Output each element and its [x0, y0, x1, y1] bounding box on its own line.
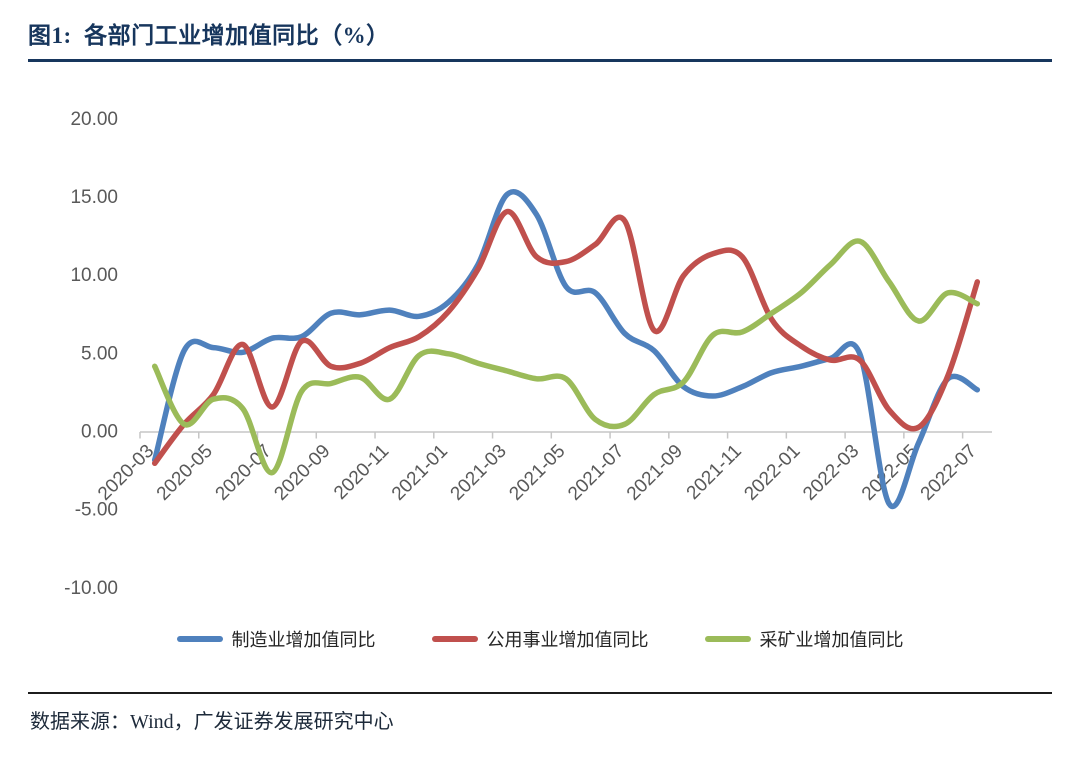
x-axis-tick-label: 2021-05 [505, 441, 569, 505]
x-axis-tick-label: 2022-01 [740, 441, 804, 505]
data-source-note: 数据来源：Wind，广发证券发展研究中心 [30, 711, 394, 733]
y-axis-tick-label: 5.00 [81, 343, 118, 364]
line-chart: 20.00 15.00 10.00 5.00 0.00 -5.00 -10.00 2020-0… [64, 109, 992, 599]
y-axis-tick-label: 15.00 [70, 187, 118, 208]
x-axis-tick-label: 2022-05 [858, 441, 922, 505]
x-axis-tick-label: 2021-09 [623, 441, 687, 505]
x-axis-labels: 2020-032020-052020-072020-092020-112021-… [94, 441, 981, 505]
chart-legend: 制造业增加值同比 公用事业增加值同比 采矿业增加值同比 [0, 626, 1080, 652]
x-axis-tick-label: 2022-07 [917, 441, 981, 505]
figure-header: 图1: 各部门工业增加值同比（%） [28, 16, 1052, 62]
legend-item-utilities: 公用事业增加值同比 [431, 626, 649, 652]
legend-swatch-manufacturing [176, 636, 223, 642]
legend-label-utilities: 公用事业增加值同比 [486, 630, 649, 650]
y-axis-labels: 20.00 15.00 10.00 5.00 0.00 -5.00 -10.00 [64, 109, 118, 599]
legend-item-mining: 采矿业增加值同比 [704, 626, 904, 652]
legend-label-manufacturing: 制造业增加值同比 [231, 630, 376, 650]
legend-label-mining: 采矿业增加值同比 [759, 630, 904, 650]
x-axis-tick-label: 2021-01 [388, 441, 452, 505]
x-axis-tick-label: 2022-03 [799, 441, 863, 505]
y-axis-tick-label: 20.00 [70, 109, 118, 130]
x-axis-tick-label: 2021-11 [683, 441, 746, 504]
footer-divider [28, 692, 1052, 694]
figure-title: 图1: 各部门工业增加值同比（%） [28, 23, 390, 48]
y-axis-tick-label: -10.00 [64, 578, 118, 599]
x-axis-tick-label: 2020-07 [212, 441, 276, 505]
series-mining-line [151, 238, 981, 476]
x-axis-tick-label: 2020-03 [94, 441, 158, 505]
x-axis-tick-label: 2021-07 [564, 441, 628, 505]
y-axis-tick-label: -5.00 [75, 500, 118, 521]
series-utilities-line [151, 208, 981, 467]
x-axis [139, 431, 992, 439]
y-axis-tick-label: 10.00 [70, 265, 118, 286]
series-manufacturing-line [151, 189, 981, 510]
x-axis-tick-label: 2020-11 [330, 441, 393, 504]
legend-item-manufacturing: 制造业增加值同比 [176, 626, 376, 652]
legend-swatch-utilities [431, 636, 478, 642]
x-axis-tick-label: 2021-03 [447, 441, 511, 505]
y-axis-tick-label: 0.00 [81, 422, 118, 443]
x-axis-tick-label: 2020-09 [270, 441, 334, 505]
legend-swatch-mining [704, 636, 751, 642]
